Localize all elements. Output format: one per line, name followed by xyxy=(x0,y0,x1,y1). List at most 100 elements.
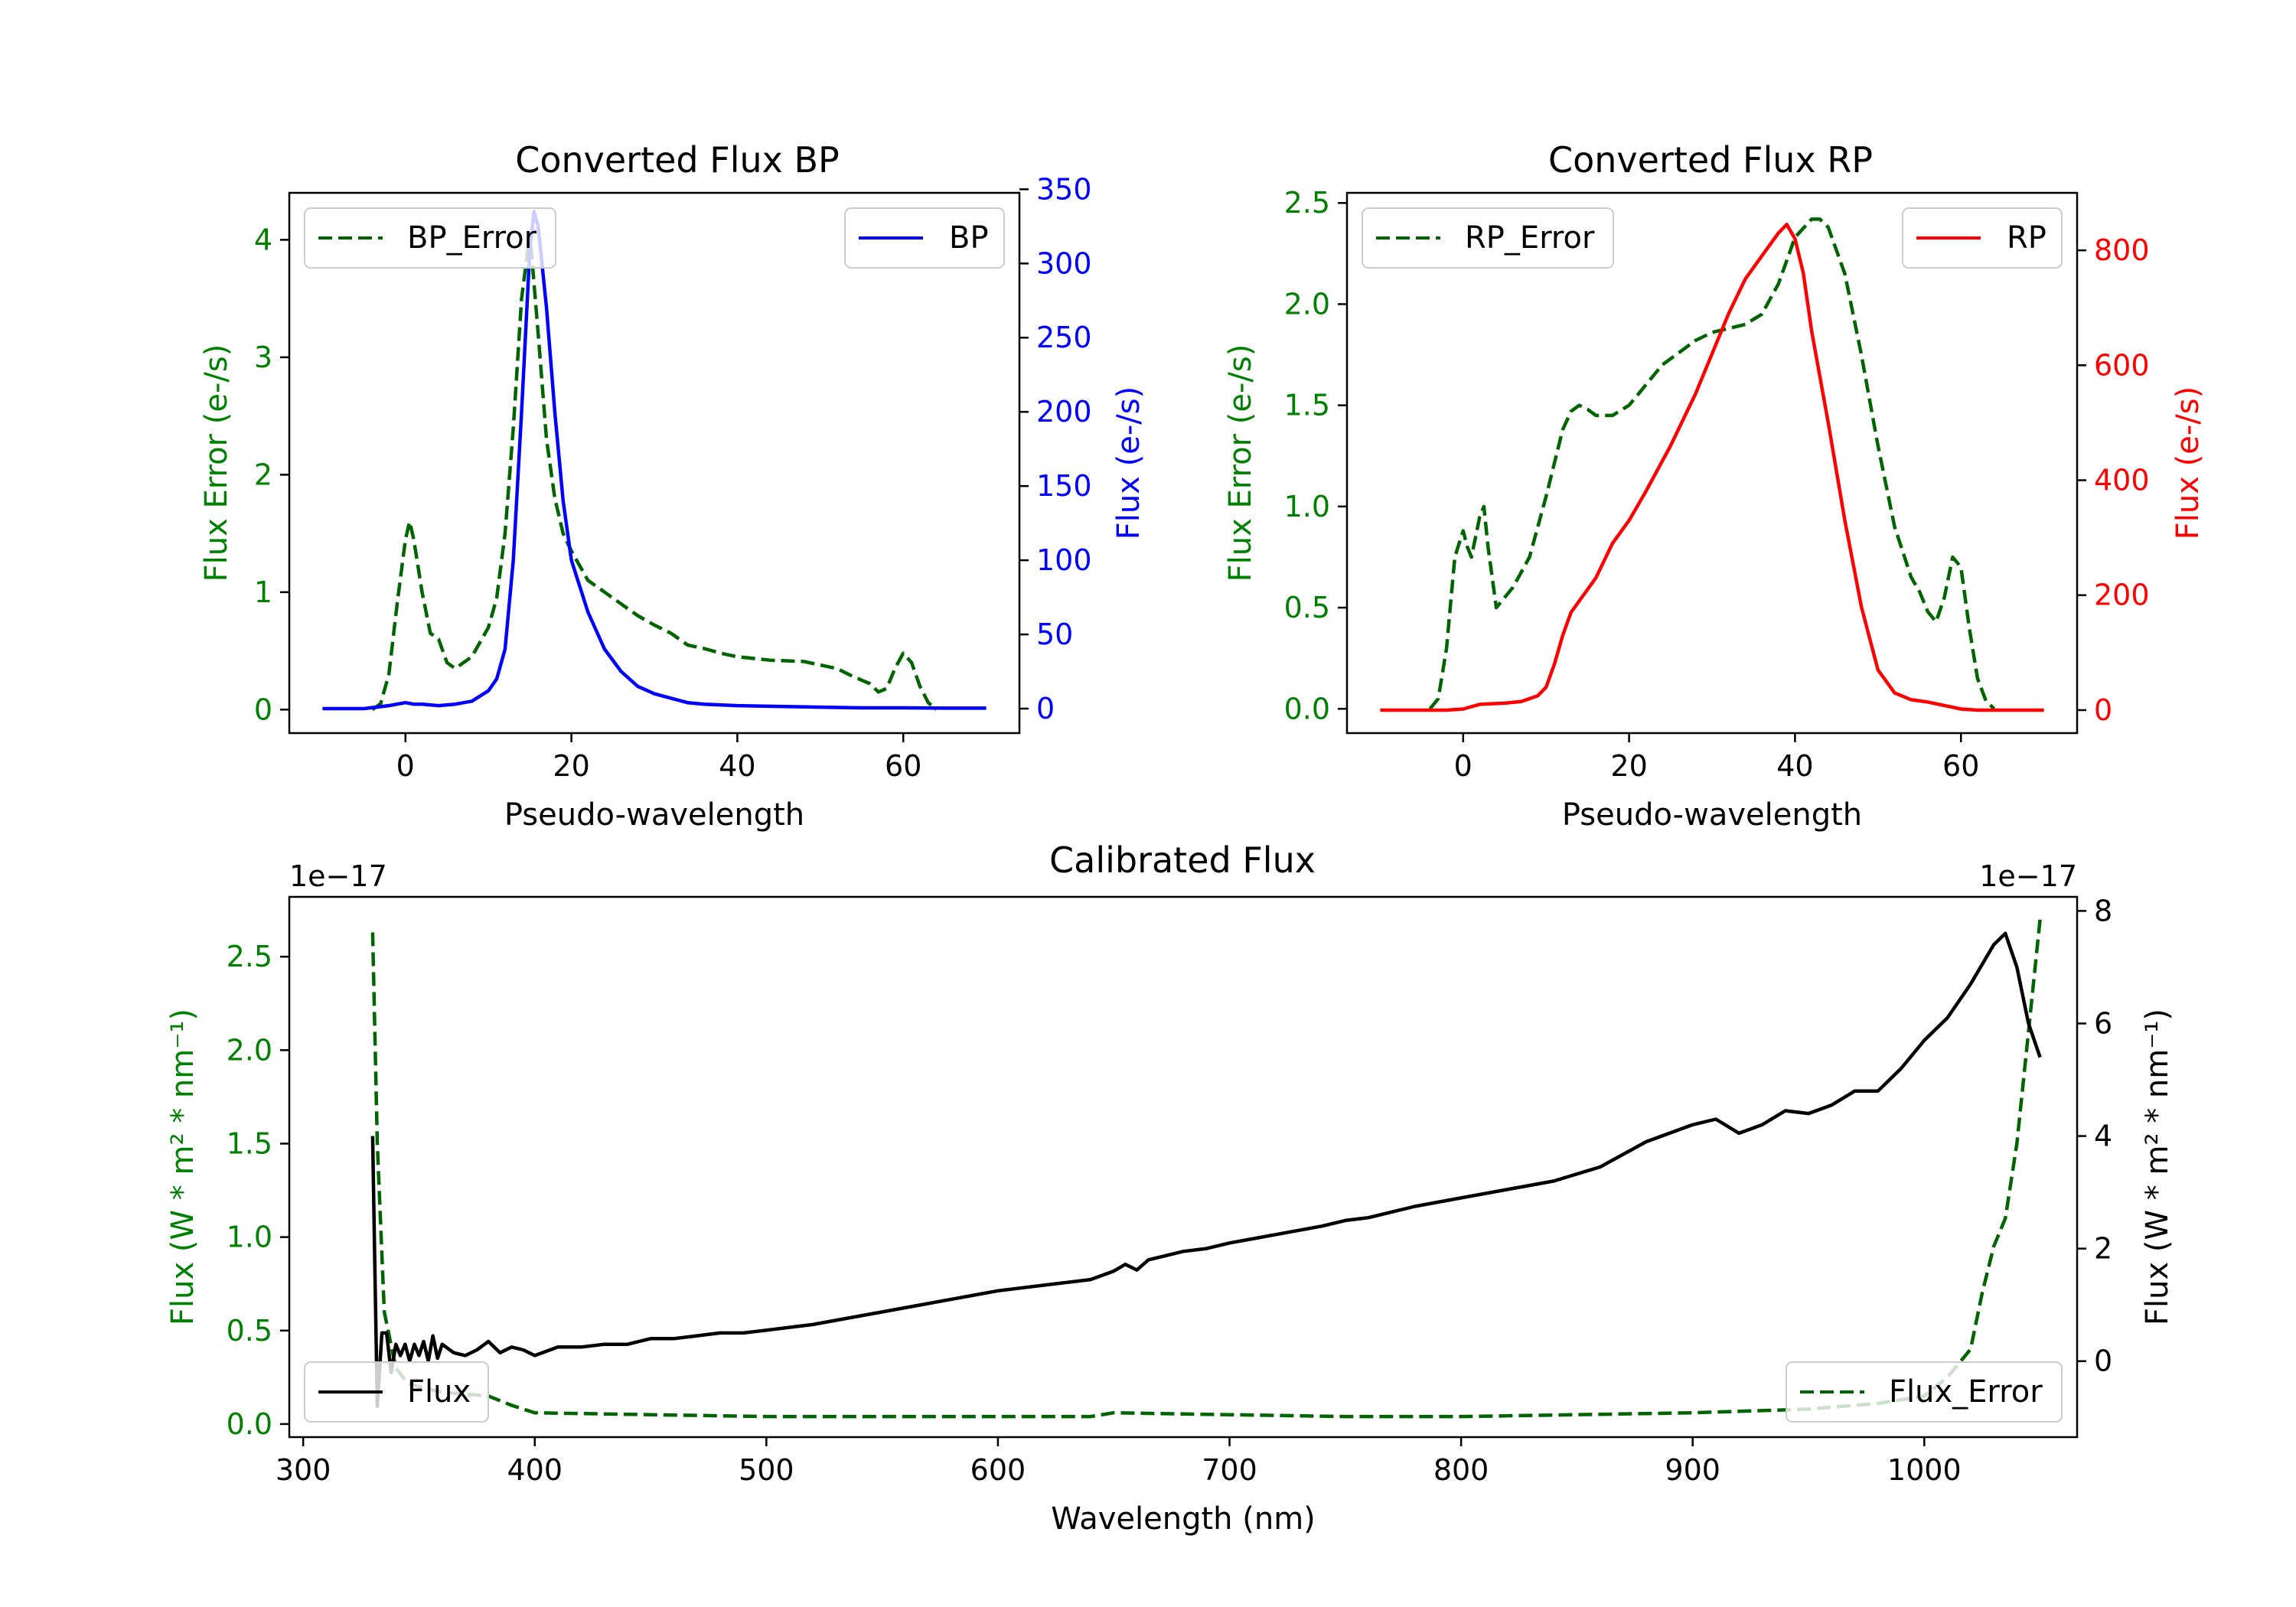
cal-plot-area xyxy=(370,919,2042,1419)
rp-legend-flux-box xyxy=(1902,207,2063,269)
bp-y-left-tick-label: 2 xyxy=(254,458,272,491)
bp-axes-frame xyxy=(288,191,1021,735)
cal-x-tick-label: 1000 xyxy=(1887,1453,1962,1487)
bp-y-right-tick-label: 50 xyxy=(1036,618,1073,651)
cal-x-tick-label: 300 xyxy=(276,1453,331,1487)
bp-y-left-tick-label: 1 xyxy=(254,575,272,609)
cal-left-offset-text: 1e−17 xyxy=(289,859,387,893)
rp-legend-flux: RP xyxy=(1902,207,2063,269)
rp-x-tick-label: 20 xyxy=(1610,749,1647,783)
rp-y-right-ticks: 0 200 400 600 800 xyxy=(2077,233,2150,727)
rp-legend-error-box xyxy=(1362,207,1614,269)
rp-legend-error-label: RP_Error xyxy=(1465,220,1595,256)
cal-y-left-tick-label: 0.5 xyxy=(227,1314,272,1348)
bp-y-right-tick-label: 0 xyxy=(1036,692,1055,725)
rp-series-rp xyxy=(1380,223,2044,712)
bp-y-left-tick-label: 3 xyxy=(254,341,272,374)
rp-y-left-ticks: 0.0 0.5 1.0 1.5 2.0 2.5 xyxy=(1284,186,1347,725)
chart-title-bp: Converted Flux BP xyxy=(515,139,840,181)
cal-legend-flux-label: Flux xyxy=(407,1374,471,1410)
rp-x-ticks: 0 20 40 60 xyxy=(1454,733,1979,783)
bp-plot-area xyxy=(322,210,987,712)
cal-legend-error-box xyxy=(1786,1361,2063,1423)
cal-y-left-ticks: 0.0 0.5 1.0 1.5 2.0 2.5 xyxy=(227,940,289,1441)
bp-legend-flux-label: BP xyxy=(949,220,989,256)
cal-x-tick-label: 600 xyxy=(970,1453,1026,1487)
cal-legend-flux: Flux xyxy=(304,1361,489,1423)
rp-series-rp-error xyxy=(1428,217,1996,710)
rp-y-left-tick-label: 0.5 xyxy=(1284,591,1330,624)
bp-y-right-tick-label: 350 xyxy=(1036,172,1092,206)
cal-y-left-tick-label: 2.0 xyxy=(227,1033,272,1067)
rp-y-left-tick-label: 2.0 xyxy=(1284,287,1330,321)
rp-y-right-tick-label: 600 xyxy=(2094,348,2150,382)
bp-legend-error-label: BP_Error xyxy=(407,220,537,256)
bp-y-right-tick-label: 300 xyxy=(1036,246,1092,280)
cal-legend-error-label: Flux_Error xyxy=(1889,1374,2043,1410)
bp-y-left-ticks: 0 1 2 3 4 xyxy=(254,223,289,726)
panel-converted-flux-rp: Converted Flux RP 0 20 40 60 0.0 0.5 1.0 1.5 2.… xyxy=(1223,139,2206,833)
cal-legend-error: Flux_Error xyxy=(1786,1361,2063,1423)
rp-x-tick-label: 0 xyxy=(1454,749,1473,783)
panel-converted-flux-bp: Converted Flux BP 0 20 40 60 0 1 2 3 4 0 50 100 15… xyxy=(199,139,1146,833)
cal-y-right-tick-label: 0 xyxy=(2094,1345,2112,1378)
cal-x-axis-label: Wavelength (nm) xyxy=(1051,1501,1316,1537)
cal-y-right-axis-label: Flux (W * m² * nm⁻¹) xyxy=(2140,1009,2175,1325)
rp-x-tick-label: 60 xyxy=(1942,749,1979,783)
rp-y-right-tick-label: 200 xyxy=(2094,579,2150,612)
bp-x-axis-label: Pseudo-wavelength xyxy=(504,797,804,833)
bp-y-right-tick-label: 250 xyxy=(1036,321,1092,354)
rp-x-axis-label: Pseudo-wavelength xyxy=(1562,797,1862,833)
cal-y-right-tick-label: 4 xyxy=(2094,1120,2112,1153)
bp-legend-flux-box xyxy=(844,207,1005,269)
chart-title-rp: Converted Flux RP xyxy=(1548,139,1873,181)
cal-series-flux-error xyxy=(370,919,2042,1419)
cal-y-right-tick-label: 2 xyxy=(2094,1232,2112,1266)
bp-y-left-tick-label: 4 xyxy=(254,223,272,256)
rp-y-left-tick-label: 1.5 xyxy=(1284,389,1330,422)
cal-x-tick-label: 900 xyxy=(1665,1453,1720,1487)
chart-title-calibrated: Calibrated Flux xyxy=(1049,839,1316,881)
cal-x-tick-label: 500 xyxy=(739,1453,794,1487)
rp-y-right-tick-label: 400 xyxy=(2094,464,2150,497)
bp-y-right-tick-label: 100 xyxy=(1036,543,1092,577)
bp-y-left-tick-label: 0 xyxy=(254,693,272,726)
cal-y-left-tick-label: 1.5 xyxy=(227,1126,272,1160)
rp-y-left-tick-label: 2.5 xyxy=(1284,186,1330,220)
cal-axes-frame xyxy=(288,895,2079,1439)
bp-y-left-axis-label: Flux Error (e-/s) xyxy=(199,344,234,582)
cal-x-tick-label: 700 xyxy=(1202,1453,1257,1487)
rp-y-left-tick-label: 1.0 xyxy=(1284,490,1330,523)
rp-y-left-tick-label: 0.0 xyxy=(1284,692,1330,725)
bp-legend-error-box xyxy=(304,207,556,269)
panel-calibrated-flux: Calibrated Flux 1e−17 1e−17 300 400 500 600… xyxy=(165,839,2175,1537)
bp-x-tick-label: 0 xyxy=(396,749,415,783)
bp-y-right-tick-label: 200 xyxy=(1036,395,1092,429)
cal-x-ticks: 300 400 500 600 700 800 900 1000 xyxy=(276,1437,1962,1487)
rp-plot-area xyxy=(1380,217,2044,712)
rp-x-tick-label: 40 xyxy=(1776,749,1813,783)
bp-x-tick-label: 20 xyxy=(553,749,589,783)
rp-y-right-axis-label: Flux (e-/s) xyxy=(2170,386,2206,539)
cal-y-left-tick-label: 1.0 xyxy=(227,1221,272,1254)
bp-x-tick-label: 60 xyxy=(885,749,921,783)
cal-series-flux xyxy=(370,931,2042,1408)
rp-legend-flux-label: RP xyxy=(2007,220,2047,256)
cal-y-left-axis-label: Flux (W * m² * nm⁻¹) xyxy=(165,1009,201,1325)
bp-legend-flux: BP xyxy=(844,207,1005,269)
cal-y-left-tick-label: 2.5 xyxy=(227,940,272,973)
rp-y-right-tick-label: 0 xyxy=(2094,693,2112,727)
cal-legend-flux-box xyxy=(304,1361,489,1423)
bp-y-right-tick-label: 150 xyxy=(1036,469,1092,503)
cal-right-offset-text: 1e−17 xyxy=(1979,859,2077,893)
rp-axes-frame xyxy=(1345,191,2079,735)
rp-y-left-axis-label: Flux Error (e-/s) xyxy=(1223,344,1258,582)
bp-x-ticks: 0 20 40 60 xyxy=(396,733,921,783)
cal-y-right-ticks: 0 2 4 6 8 xyxy=(2077,894,2112,1378)
rp-legend-error: RP_Error xyxy=(1362,207,1614,269)
cal-y-right-tick-label: 8 xyxy=(2094,894,2112,927)
cal-x-tick-label: 800 xyxy=(1433,1453,1489,1487)
bp-y-right-axis-label: Flux (e-/s) xyxy=(1111,386,1146,539)
rp-y-right-tick-label: 800 xyxy=(2094,233,2150,267)
